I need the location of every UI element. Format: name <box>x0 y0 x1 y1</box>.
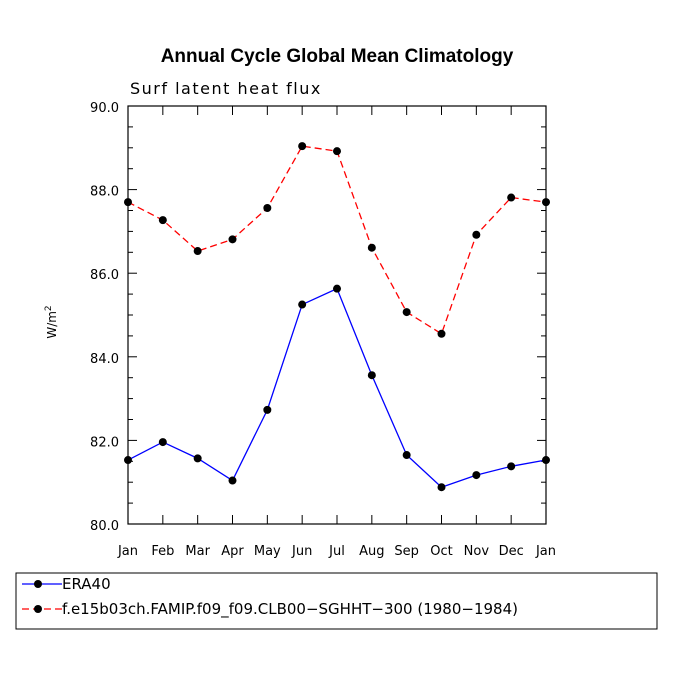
x-tick-label: Apr <box>221 544 244 559</box>
y-tick-label: 82.0 <box>90 435 119 450</box>
x-tick-label: Jul <box>328 544 345 559</box>
y-axis-label: W/m2 <box>44 305 59 338</box>
x-tick-label: Dec <box>499 544 524 559</box>
data-point <box>472 471 481 480</box>
data-point <box>228 476 237 485</box>
x-tick-label: Jan <box>117 544 138 559</box>
data-point <box>542 198 550 207</box>
x-tick-label: Jan <box>535 544 556 559</box>
legend-marker-0 <box>34 580 42 588</box>
data-point <box>437 483 446 492</box>
data-point <box>333 147 341 156</box>
data-point <box>158 438 167 447</box>
data-point <box>298 300 307 309</box>
data-point <box>158 216 167 225</box>
data-point <box>367 371 376 380</box>
data-point <box>228 235 237 244</box>
y-tick-label: 84.0 <box>90 352 119 367</box>
x-tick-label: Nov <box>464 544 490 559</box>
series-group <box>124 142 550 492</box>
x-tick-label: Jun <box>291 544 312 559</box>
data-point <box>124 198 132 207</box>
x-tick-label: Oct <box>430 544 452 559</box>
data-point <box>193 247 202 256</box>
series-line-1 <box>127 145 547 335</box>
legend-label-0: ERA40 <box>62 575 111 593</box>
legend-label-1: f.e15b03ch.FAMIP.f09_f09.CLB00−SGHHT−300… <box>62 600 518 619</box>
data-point <box>298 142 307 151</box>
plot-frame <box>127 105 547 525</box>
data-point <box>507 462 516 471</box>
axes: Jan Feb Mar Apr May Jun Jul Aug Sep Oct Nov Dec Jan 8… <box>90 101 556 559</box>
data-point <box>472 230 481 239</box>
legend-box <box>15 572 658 630</box>
data-point <box>333 284 341 293</box>
x-tick-label: Mar <box>185 544 210 559</box>
data-point <box>263 405 272 414</box>
series-line-0 <box>127 287 547 488</box>
data-point <box>193 454 202 463</box>
data-point <box>124 456 132 465</box>
y-tick-label: 86.0 <box>90 268 119 283</box>
data-point <box>367 243 376 252</box>
y-axis-label-main: W/m <box>45 311 59 339</box>
y-axis-label-sup: 2 <box>44 305 54 311</box>
x-tick-label: May <box>254 544 281 559</box>
legend-marker-1 <box>34 605 42 613</box>
legend: ERA40 f.e15b03ch.FAMIP.f09_f09.CLB00−SGHH… <box>15 572 658 630</box>
x-tick-label: Aug <box>359 544 384 559</box>
data-point <box>263 203 272 212</box>
y-tick-label: 80.0 <box>90 519 119 534</box>
data-point <box>402 451 411 460</box>
data-point <box>507 193 516 202</box>
data-point <box>402 308 411 317</box>
data-point <box>437 329 446 338</box>
data-point <box>542 456 550 465</box>
x-tick-label: Feb <box>151 544 174 559</box>
y-tick-label: 90.0 <box>90 101 119 116</box>
chart-title: Annual Cycle Global Mean Climatology <box>161 46 514 67</box>
y-tick-label: 88.0 <box>90 185 119 200</box>
chart-subtitle: Surf latent heat flux <box>130 79 322 98</box>
x-tick-label: Sep <box>394 544 419 559</box>
